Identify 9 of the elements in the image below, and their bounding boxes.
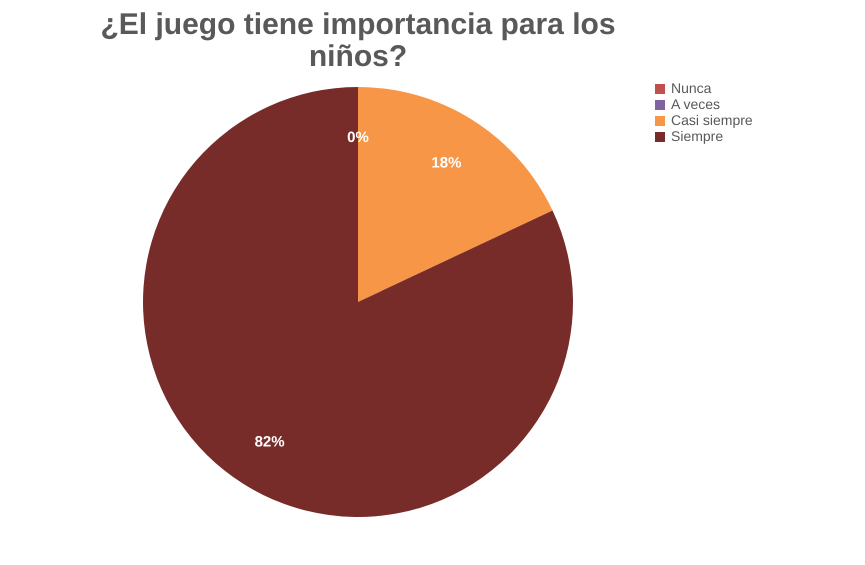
data-label: 18% — [431, 154, 462, 172]
legend-label: Siempre — [671, 128, 724, 144]
chart-title: ¿El juego tiene importancia para los niños? — [100, 8, 616, 73]
legend-label: Nunca — [671, 80, 712, 96]
legend-label: A veces — [671, 96, 720, 112]
pie-slice — [143, 87, 573, 517]
text: 0% — [347, 129, 369, 146]
legend-label: Casi siempre — [671, 112, 753, 128]
data-label: 82% — [254, 433, 285, 450]
